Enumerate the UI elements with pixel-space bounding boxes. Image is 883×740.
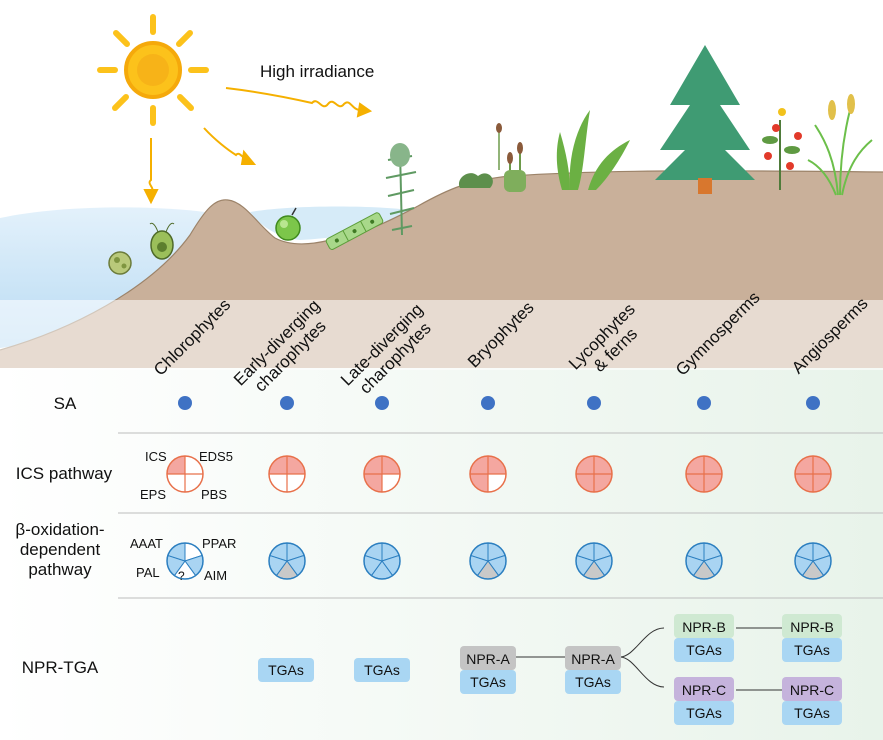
ics-pie xyxy=(363,455,401,493)
sa-dot xyxy=(697,396,711,410)
beta-pie xyxy=(166,542,204,580)
npr-b-box-angiosperm: NPR-B xyxy=(790,619,834,635)
sa-dot xyxy=(587,396,601,410)
fern-icon xyxy=(556,110,630,190)
light-arrows xyxy=(143,87,373,205)
enzyme-ppar: PPAR xyxy=(202,536,237,551)
chlorophyte-cell-icon xyxy=(108,222,175,275)
chara-plant-icon xyxy=(385,143,417,236)
beta-pie xyxy=(268,542,306,580)
unknown-enzyme-mark: ? xyxy=(178,569,185,583)
sa-dot xyxy=(178,396,192,410)
sa-dot xyxy=(375,396,389,410)
ics-pie xyxy=(268,455,306,493)
ics-pie xyxy=(469,455,507,493)
ics-pie xyxy=(166,455,204,493)
sun-icon xyxy=(97,14,209,126)
enzyme-ics: ICS xyxy=(145,449,167,464)
bryophyte-icon xyxy=(459,123,526,192)
tga-box-angiosperm-c: TGAs xyxy=(794,705,830,721)
sa-dot xyxy=(806,396,820,410)
tga-box-bryophyte: TGAs xyxy=(470,674,506,690)
enzyme-pbs: PBS xyxy=(201,487,228,502)
npr-b-box-gymnosperm: NPR-B xyxy=(682,619,726,635)
tga-box-lycophyte: TGAs xyxy=(575,674,611,690)
beta-pie xyxy=(575,542,613,580)
enzyme-aim: AIM xyxy=(204,568,228,583)
enzyme-eds5: EDS5 xyxy=(199,449,233,464)
beta-pie xyxy=(685,542,723,580)
sun-label: High irradiance xyxy=(260,62,375,81)
late-charophyte-filament-icon xyxy=(325,212,384,250)
beta-pie-layer xyxy=(166,542,832,580)
beta-pie xyxy=(363,542,401,580)
beta-pie xyxy=(794,542,832,580)
tga-box-gymnosperm-b: TGAs xyxy=(686,642,722,658)
sa-dot xyxy=(280,396,294,410)
npr-c-box-angiosperm: NPR-C xyxy=(789,682,835,698)
enzyme-eps: EPS xyxy=(140,487,167,502)
row-label-ics: ICS pathway xyxy=(15,464,113,483)
npr-c-box-gymnosperm: NPR-C xyxy=(681,682,727,698)
beta-pie xyxy=(469,542,507,580)
npr-a-box-lycophyte: NPR-A xyxy=(571,651,615,667)
ics-pie-layer xyxy=(166,455,832,493)
npr-connectors xyxy=(514,627,790,691)
early-charophyte-cell-icon xyxy=(275,207,301,241)
row-label-beta: β-oxidation- dependent pathway xyxy=(2,520,118,580)
row-label-beta-line3: pathway xyxy=(28,560,92,579)
grass-plant-icon xyxy=(807,94,873,196)
ics-pie xyxy=(685,455,723,493)
tga-box-late: TGAs xyxy=(364,662,400,678)
ics-pie xyxy=(794,455,832,493)
row-dividers xyxy=(118,432,883,599)
row-label-sa: SA xyxy=(53,394,77,413)
row-label-npr: NPR-TGA xyxy=(21,658,99,677)
enzyme-pal: PAL xyxy=(136,565,160,580)
sa-dot xyxy=(481,396,495,410)
flowering-plant-icon xyxy=(762,108,802,190)
enzyme-aaat: AAAT xyxy=(130,536,163,551)
conifer-tree-icon xyxy=(655,45,755,194)
npr-a-box-bryophyte: NPR-A xyxy=(466,651,510,667)
row-label-beta-line1: β-oxidation- xyxy=(15,520,105,539)
tga-box-gymnosperm-c: TGAs xyxy=(686,705,722,721)
row-label-beta-line2: dependent xyxy=(19,540,101,559)
tga-box-angiosperm-b: TGAs xyxy=(794,642,830,658)
table-background xyxy=(0,368,883,740)
tga-box-early: TGAs xyxy=(268,662,304,678)
ics-pie xyxy=(575,455,613,493)
npr-box-shapes xyxy=(258,614,842,725)
